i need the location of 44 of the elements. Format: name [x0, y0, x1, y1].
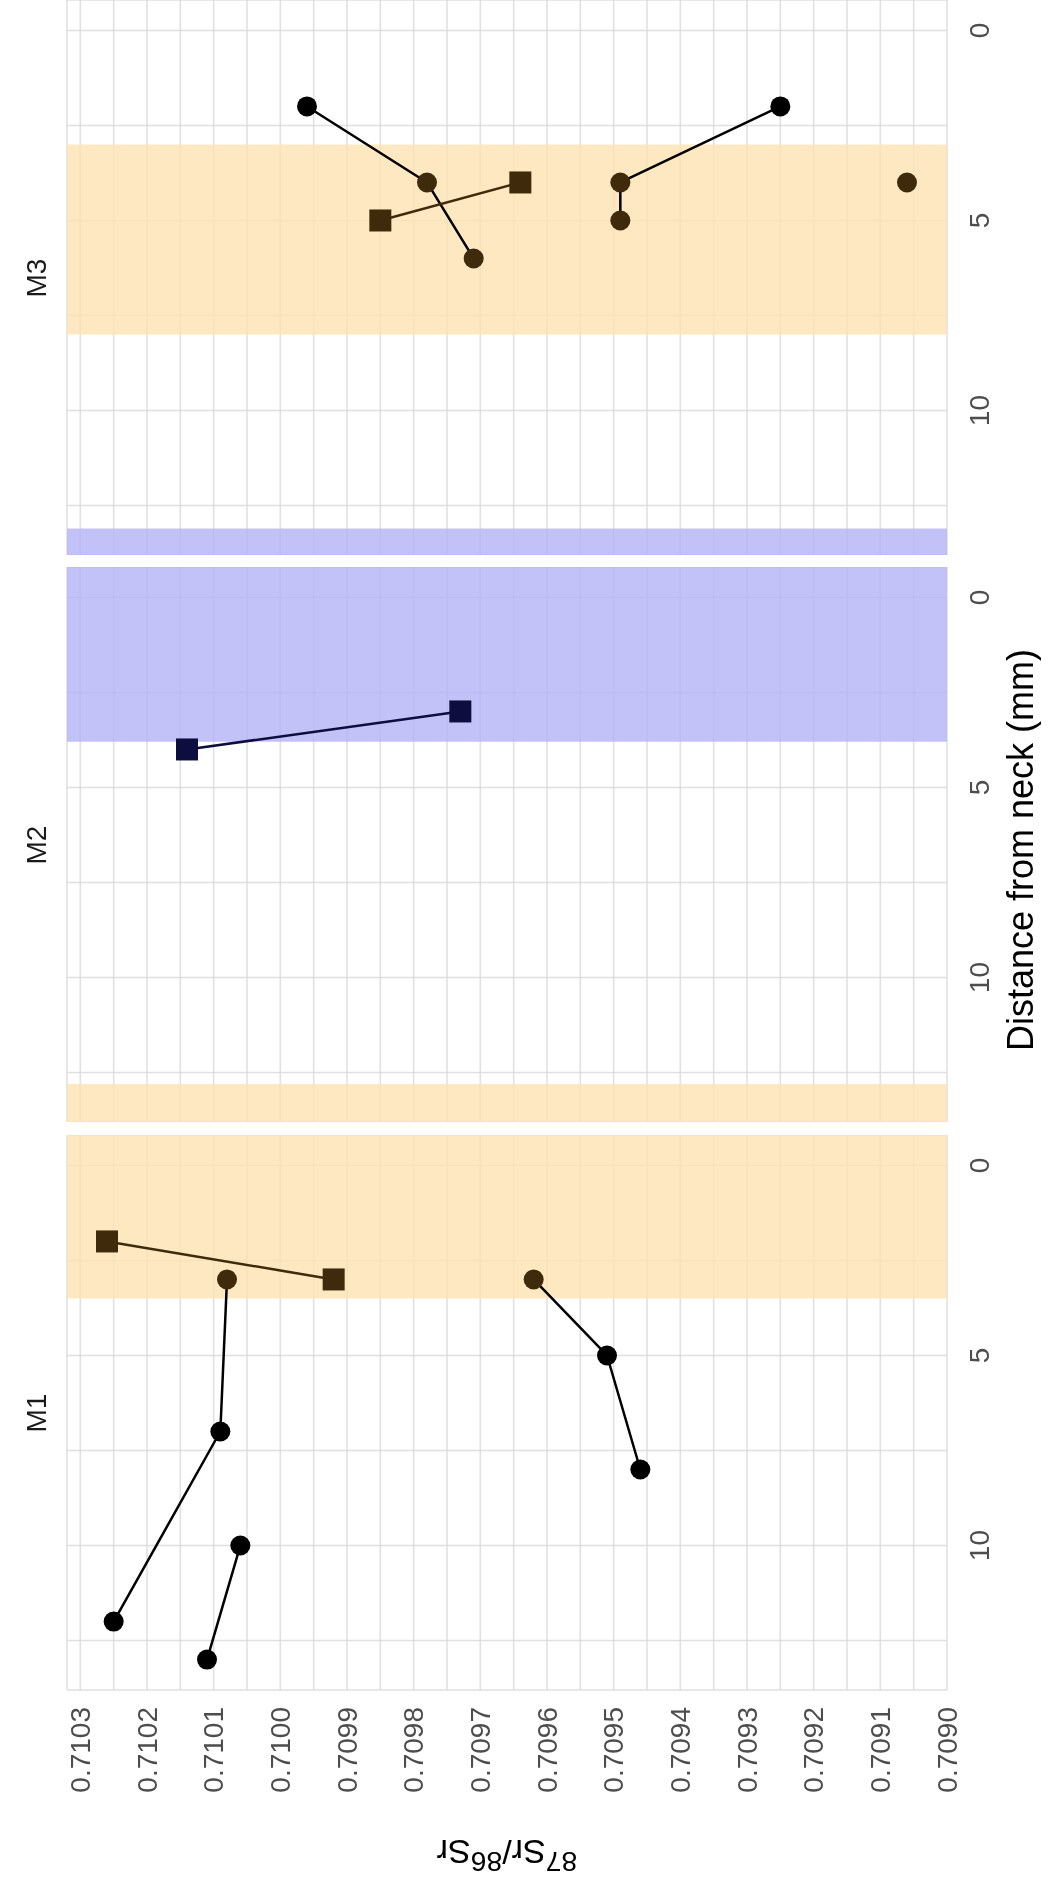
y-tick-label: 10	[964, 394, 996, 427]
x-tick-label: 0.7094	[664, 1707, 696, 1793]
x-tick-label: 0.7101	[198, 1707, 230, 1793]
text: M1	[20, 1392, 53, 1434]
y-tick-label: 10	[964, 1529, 996, 1562]
point	[417, 172, 437, 193]
x-tick-label: 0.7096	[531, 1707, 563, 1793]
point	[610, 172, 631, 193]
x-tick-label: 0.7095	[598, 1707, 630, 1793]
y-tick-label: 10	[964, 961, 996, 994]
y-tick-label: 0	[964, 22, 996, 39]
point	[96, 1230, 118, 1253]
point	[103, 1611, 124, 1632]
x-tick-label: 0.7103	[64, 1707, 96, 1793]
y-tick-label: 0	[964, 1157, 996, 1174]
point	[509, 171, 532, 194]
x-tick-label: 0.7091	[864, 1707, 896, 1793]
y-tick-label: 0	[964, 589, 996, 606]
x-tick-label: 0.7093	[731, 1707, 763, 1793]
x-tick-label: 0.7099	[331, 1707, 363, 1793]
point	[210, 1421, 231, 1442]
text: M3	[20, 257, 53, 299]
x-tick-label: 0.7098	[398, 1707, 430, 1793]
x-tick-label: 0.7100	[264, 1707, 296, 1793]
point	[322, 1268, 345, 1291]
point	[297, 96, 317, 117]
point	[630, 1459, 651, 1480]
point	[610, 210, 631, 231]
point	[897, 172, 917, 193]
point	[463, 248, 484, 269]
x-tick-label: 0.7102	[131, 1707, 163, 1793]
text: M2	[20, 824, 53, 866]
x-tick-label: 0.7092	[798, 1707, 830, 1793]
y-tick-label: 5	[964, 779, 996, 796]
point	[230, 1535, 251, 1556]
y-axis-title: Distance from neck (mm)	[999, 647, 1042, 1053]
x-tick-label: 0.7097	[464, 1707, 496, 1793]
point	[197, 1649, 217, 1670]
point	[369, 209, 392, 232]
y-tick-label: 5	[964, 1347, 996, 1364]
point	[597, 1345, 617, 1366]
y-tick-label: 5	[964, 212, 996, 229]
x-tick-label: 0.7090	[931, 1707, 963, 1793]
point	[770, 96, 791, 117]
